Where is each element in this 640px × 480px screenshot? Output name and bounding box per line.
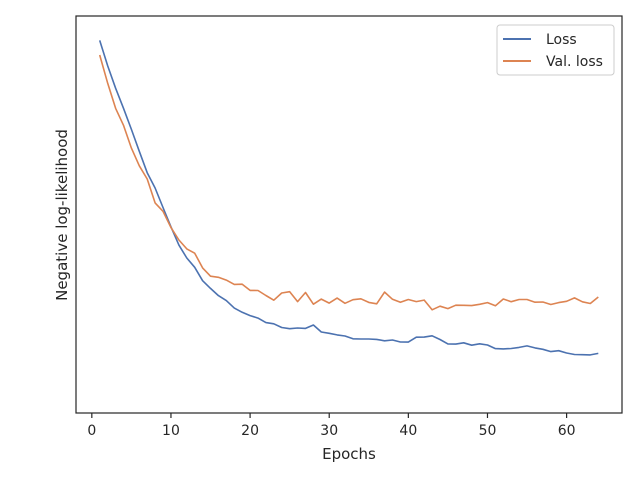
- x-tick-label: 60: [558, 423, 576, 439]
- legend-label-val-loss: Val. loss: [546, 54, 603, 70]
- legend-label-loss: Loss: [546, 32, 577, 48]
- x-tick-label: 10: [162, 423, 180, 439]
- x-tick-label: 30: [320, 423, 338, 439]
- x-axis-label: Epochs: [322, 445, 376, 463]
- x-tick-label: 50: [479, 423, 497, 439]
- legend: Loss Val. loss: [496, 24, 615, 76]
- plot-area: [76, 16, 622, 413]
- x-tick-label: 40: [399, 423, 417, 439]
- y-axis-label: Negative log-likelihood: [53, 129, 71, 301]
- series-layer: [98, 40, 599, 356]
- series-line-loss: [98, 40, 599, 356]
- x-tick-label: 20: [241, 423, 259, 439]
- x-tick-label: 0: [87, 423, 96, 439]
- legend-box: [496, 24, 615, 76]
- series-line-val-loss: [98, 54, 599, 311]
- plot-frame: [75, 15, 623, 414]
- x-axis: 0 10 20 30 40 50 60: [87, 413, 576, 439]
